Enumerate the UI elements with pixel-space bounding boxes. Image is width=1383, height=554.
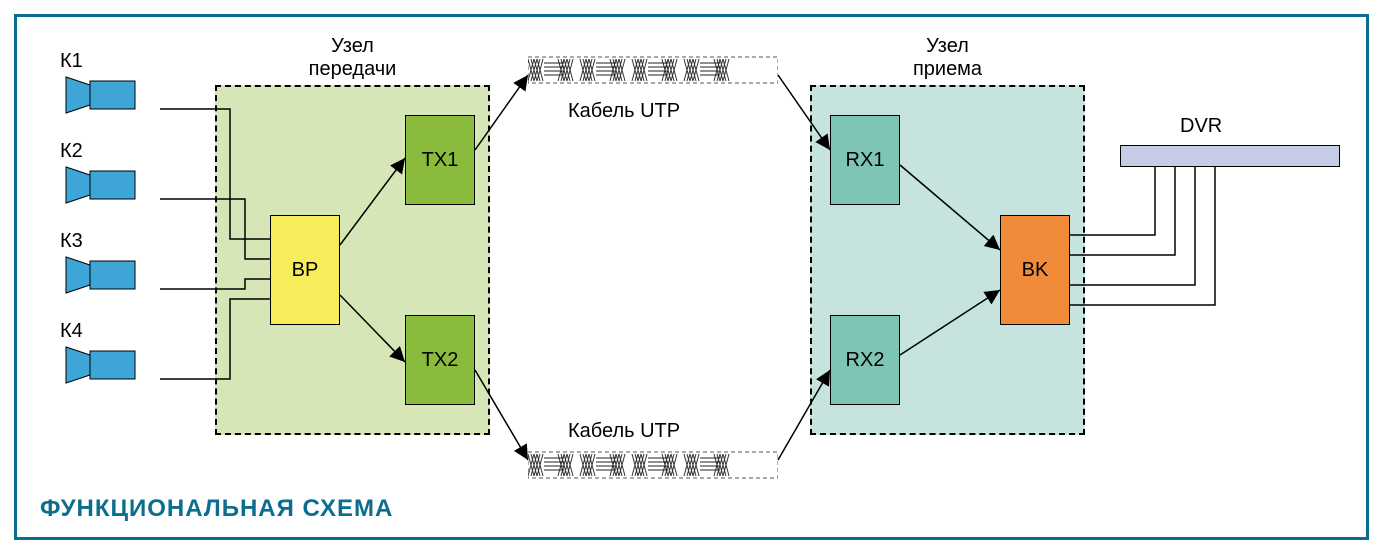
cable-utp2	[528, 450, 778, 480]
utp-cable-icon	[528, 450, 778, 480]
cable-label-utp2: Кабель UTP	[568, 420, 680, 443]
camera-icon	[60, 165, 140, 205]
camera-label-K4: К4	[60, 320, 120, 343]
rx-node-block-title: Узел приема	[810, 35, 1085, 81]
node-RX1: RX1	[830, 115, 900, 205]
diagram-stage: ФУНКЦИОНАЛЬНАЯ СХЕМА Узел передачи Узел пр…	[0, 0, 1383, 554]
node-RX2: RX2	[830, 315, 900, 405]
node-TX1: TX1	[405, 115, 475, 205]
dvr-label: DVR	[1180, 115, 1222, 138]
camera-K3	[60, 255, 140, 305]
camera-K1	[60, 75, 140, 125]
cable-label-utp1: Кабель UTP	[568, 100, 680, 123]
camera-K2	[60, 165, 140, 215]
node-BK: BK	[1000, 215, 1070, 325]
camera-label-K1: К1	[60, 50, 120, 73]
diagram-title: ФУНКЦИОНАЛЬНАЯ СХЕМА	[40, 495, 393, 523]
node-BP: BP	[270, 215, 340, 325]
node-TX2: TX2	[405, 315, 475, 405]
camera-icon	[60, 255, 140, 295]
camera-icon	[60, 345, 140, 385]
camera-label-K2: К2	[60, 140, 120, 163]
tx-node-block-title: Узел передачи	[215, 35, 490, 81]
dvr-bar	[1120, 145, 1340, 167]
camera-K4	[60, 345, 140, 395]
utp-cable-icon	[528, 55, 778, 85]
camera-label-K3: К3	[60, 230, 120, 253]
cable-utp1	[528, 55, 778, 85]
camera-icon	[60, 75, 140, 115]
